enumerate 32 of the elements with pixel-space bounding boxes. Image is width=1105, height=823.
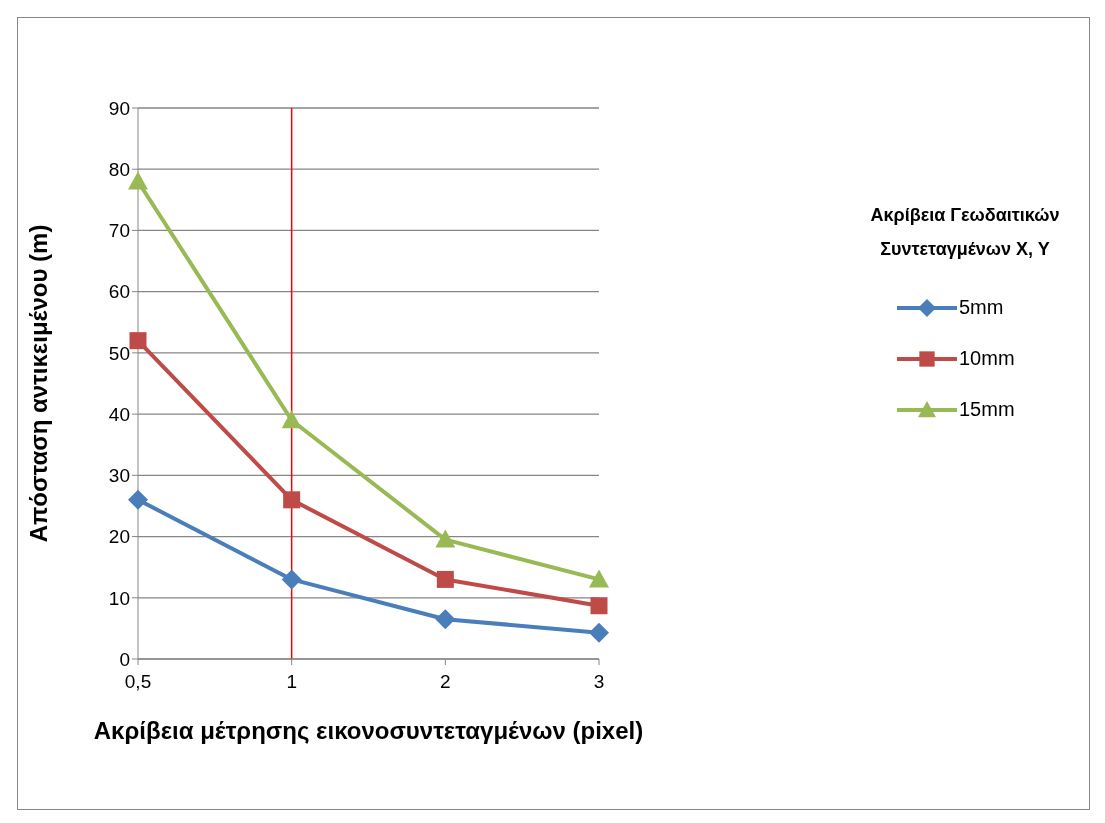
y-tick-label: 70 <box>108 220 130 242</box>
point <box>590 597 608 615</box>
legend-label: 15mm <box>959 398 1015 421</box>
x-tick-label: 1 <box>286 671 297 693</box>
y-tick-label: 60 <box>108 281 130 303</box>
x-tick-label: 0,5 <box>124 671 152 693</box>
y-tick-label: 0 <box>119 648 130 670</box>
x-axis-title: Ακρίβεια μέτρησης εικονοσυντεταγμένων (pixel) <box>93 717 644 744</box>
x-tick-label: 2 <box>440 671 451 693</box>
point <box>281 569 302 590</box>
x-tick-label: 3 <box>593 671 605 693</box>
y-tick-label: 30 <box>108 465 130 487</box>
y-axis-title: Απόσταση αντικειμένου (m) <box>24 224 52 543</box>
point <box>281 410 302 429</box>
y-tick-label: 10 <box>108 587 130 609</box>
point <box>129 332 147 350</box>
point <box>589 569 609 588</box>
point <box>128 489 148 510</box>
point <box>283 491 301 509</box>
point <box>435 609 456 630</box>
y-tick-label: 80 <box>108 158 130 180</box>
y-tick-label: 90 <box>108 97 130 119</box>
legend-label: 5mm <box>959 296 1004 319</box>
point <box>435 529 456 548</box>
legend-title: Ακρίβεια Γεωδαιτικών Συντεταγμένων X, Y <box>869 204 1061 261</box>
point <box>128 171 148 190</box>
y-tick-label: 40 <box>108 403 130 425</box>
legend-label: 10mm <box>959 347 1015 370</box>
y-tick-label: 20 <box>108 526 130 548</box>
point <box>436 570 454 588</box>
point <box>589 622 609 643</box>
y-tick-label: 50 <box>108 342 130 364</box>
